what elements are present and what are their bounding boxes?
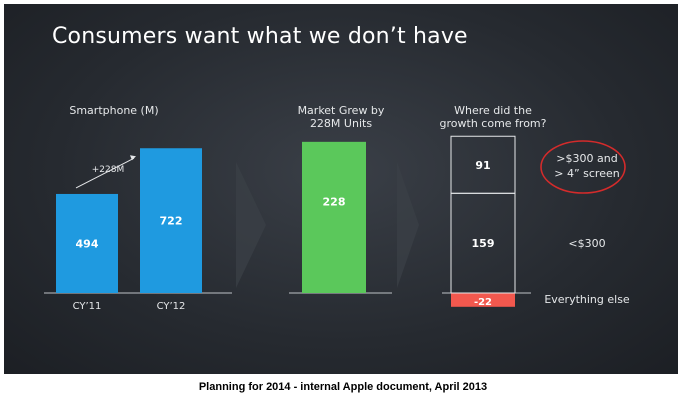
caption: Planning for 2014 - internal Apple docum…	[198, 381, 488, 393]
chart2-bar	[302, 141, 366, 293]
chart1-bar	[56, 193, 118, 293]
chart1-growth-arrowhead	[130, 155, 136, 161]
chevron-arrow-2	[397, 162, 419, 288]
chart2-title: Market Grew by 228M Units	[298, 104, 385, 130]
chart3-label-over-300-line: > 4” screen	[554, 167, 620, 180]
chart3-segment-negative	[451, 293, 515, 307]
chart1-bar-value: 494	[76, 237, 99, 250]
chart1-bar	[140, 148, 202, 293]
slide-title: Consumers want what we don’t have	[52, 24, 468, 49]
chart3-title-line: growth come from?	[440, 117, 547, 130]
chart1-title: Smartphone (M)	[69, 104, 158, 117]
chart3-segment-value: 159	[472, 237, 495, 250]
chart3-segment-value: 91	[475, 159, 490, 172]
chart1-growth-arrow	[75, 157, 135, 189]
chart3-label-over-300-line: >$300 and	[556, 152, 617, 165]
chart3-segment-value: -22	[474, 297, 492, 308]
chart3-label-everything-else: Everything else	[544, 293, 630, 306]
chart1-annotation: +228M	[92, 165, 124, 175]
chevron-arrow-1	[236, 162, 266, 288]
chart2-title-line: 228M Units	[310, 117, 372, 130]
slide: Consumers want what we don’t have Smartp…	[4, 4, 678, 374]
chart1-bar-value: 722	[160, 215, 183, 228]
chart2-bar-value: 228	[323, 195, 346, 208]
highlight-circle	[540, 140, 626, 194]
chart3-title: Where did the growth come from?	[440, 104, 547, 130]
chart: Smartphone (M) 494 CY’11 722 CY’12 +228M Marke…	[44, 104, 630, 312]
chart3-segment-over-300	[450, 135, 516, 194]
chart3-label-over-300: >$300 and > 4” screen	[554, 152, 620, 180]
chart1-category-label: CY’12	[157, 301, 186, 312]
chart3-title-line: Where did the	[454, 104, 532, 117]
chart2-title-line: Market Grew by	[298, 104, 385, 117]
chart1-category-label: CY’11	[73, 301, 102, 312]
chart3-label-under-300: <$300	[568, 237, 605, 250]
